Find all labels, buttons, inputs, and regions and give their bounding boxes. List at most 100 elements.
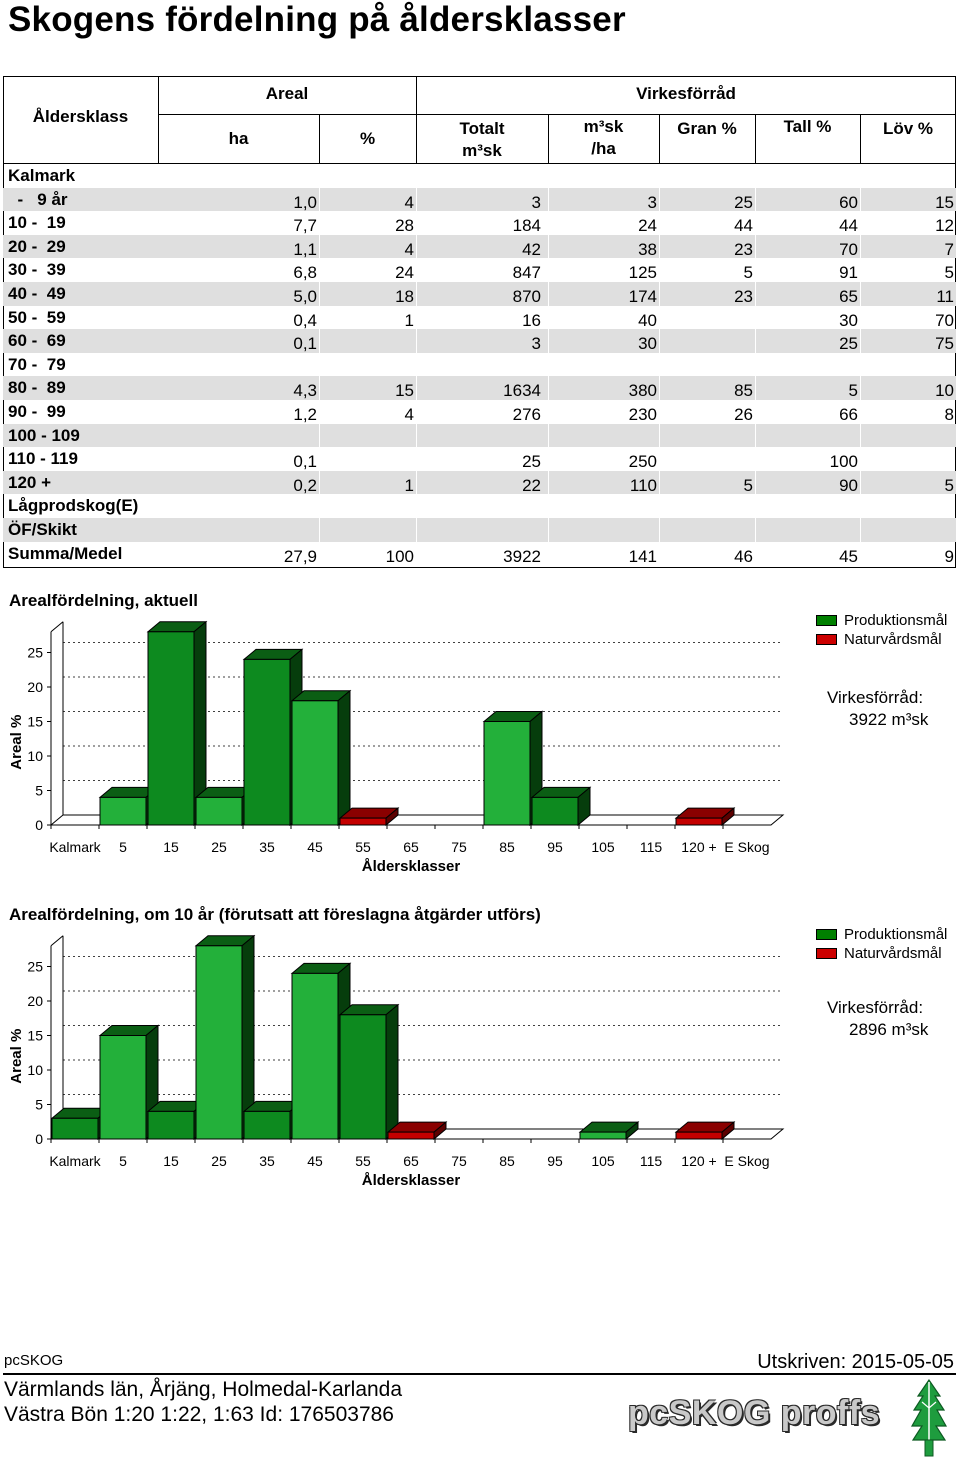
bar	[99, 1035, 147, 1140]
table-row: 90 - 99 1,2 4 276 230 26 66 8	[3, 400, 956, 424]
column-separator	[860, 234, 861, 259]
cell-lov: 5	[944, 263, 954, 283]
column-separator	[755, 329, 756, 353]
cell-tall: 45	[839, 546, 858, 566]
column-separator	[416, 234, 417, 259]
cell-ha: 0,1	[293, 452, 317, 472]
row-label: 10 - 19	[8, 213, 66, 233]
cell-tall: 66	[839, 405, 858, 424]
bar-side	[385, 1003, 399, 1141]
y-axis-label: Areal %	[8, 1029, 25, 1084]
column-separator	[416, 518, 417, 542]
cell-tall: 90	[839, 475, 858, 495]
cell-ha: 27,9	[283, 546, 317, 566]
cell-gran: 25	[734, 192, 753, 212]
cell-tall: 30	[839, 310, 858, 330]
cell-ha: 5,0	[293, 287, 317, 306]
legend-label: Naturvårdsmål	[844, 631, 942, 648]
column-separator	[548, 518, 549, 542]
y-tick-label: 5	[35, 783, 43, 799]
column-separator	[319, 329, 320, 353]
cell-m3skha: 40	[638, 310, 657, 330]
legend-item: Produktionsmål	[816, 925, 947, 944]
cell-m3skha: 230	[628, 405, 657, 424]
column-separator	[319, 187, 320, 212]
column-separator	[319, 518, 320, 542]
cell-pct: 4	[404, 405, 414, 424]
cell-totalt: 870	[512, 287, 541, 306]
header-totalt-line2: m³sk	[462, 141, 502, 160]
x-tick-label: Kalmark	[49, 839, 101, 855]
bar	[387, 1131, 435, 1140]
column-separator	[416, 187, 417, 212]
cell-ha: 6,8	[293, 263, 317, 283]
column-separator	[319, 234, 320, 259]
cell-ha: 0,4	[293, 310, 317, 330]
table-summary-row: Summa/Medel 27,9 100 3922 141 46 45 9	[3, 542, 956, 566]
cell-ha: 7,7	[293, 216, 317, 236]
y-tick-label: 25	[27, 959, 43, 975]
cell-totalt: 3	[531, 334, 541, 354]
row-label: 120 +	[8, 472, 52, 492]
cell-totalt: 22	[522, 475, 541, 495]
cell-totalt: 3922	[503, 546, 541, 566]
cell-gran: 44	[734, 216, 753, 236]
bar	[99, 796, 147, 826]
x-tick-label: 120 +	[681, 839, 716, 855]
cell-m3skha: 380	[628, 381, 657, 401]
cell-tall: 44	[839, 216, 858, 236]
group-label: Kalmark	[8, 166, 76, 185]
row-label: 110 - 119	[8, 449, 78, 469]
table-row: 110 - 119 0,1 25 250 100	[3, 447, 956, 471]
cell-ha: 1,1	[293, 239, 317, 259]
header-m3skha-line2: /ha	[591, 139, 616, 158]
x-tick-label: 5	[119, 1153, 127, 1169]
x-tick-label: 85	[499, 839, 515, 855]
cell-gran: 85	[734, 381, 753, 401]
bar	[339, 1014, 387, 1140]
row-label: 40 - 49	[8, 284, 66, 303]
cell-m3skha: 141	[628, 546, 657, 566]
bar	[243, 658, 291, 826]
bar	[291, 700, 339, 826]
x-tick-label: 105	[591, 1153, 615, 1169]
row-label: ÖF/Skikt	[8, 520, 77, 539]
legend-label: Produktionsmål	[844, 612, 948, 629]
table-row: 70 - 79	[3, 353, 956, 377]
table-row: 20 - 29 1,1 4 42 38 23 70 7	[3, 234, 956, 259]
row-label: 60 - 69	[8, 331, 66, 351]
chart2-legend: Produktionsmål Naturvårdsmål	[816, 925, 947, 963]
cell-pct: 1	[404, 475, 414, 495]
column-separator	[860, 376, 861, 400]
y-tick-label: 15	[27, 714, 43, 730]
cell-m3skha: 3	[647, 192, 657, 212]
x-tick-label: 25	[211, 1153, 227, 1169]
table-group-row: Kalmark	[3, 164, 956, 188]
table-row: 40 - 49 5,0 18 870 174 23 65 11	[3, 282, 956, 306]
x-tick-label: 5	[119, 839, 127, 855]
stock-label: Virkesförråd:	[827, 688, 924, 707]
cell-tall: 25	[839, 334, 858, 354]
x-tick-label: 75	[451, 839, 467, 855]
legend-label: Naturvårdsmål	[844, 945, 942, 962]
cell-gran: 23	[734, 239, 753, 259]
y-tick-label: 25	[27, 645, 43, 661]
chart1-stock: Virkesförråd: 3922 m³sk	[827, 687, 928, 731]
header-m3skha: m³sk /ha	[548, 116, 659, 160]
bar	[195, 945, 243, 1140]
column-separator	[548, 376, 549, 400]
bar	[291, 972, 339, 1140]
legend-swatch-red	[816, 948, 837, 959]
column-separator	[416, 329, 417, 353]
x-tick-label: Kalmark	[49, 1153, 101, 1169]
header-aldersklass: Åldersklass	[32, 107, 129, 126]
x-tick-label: 55	[355, 839, 371, 855]
cell-totalt: 847	[512, 263, 541, 283]
x-tick-label: 120 +	[681, 1153, 716, 1169]
x-tick-label: 75	[451, 1153, 467, 1169]
x-tick-label: 65	[403, 839, 419, 855]
legend-item: Naturvårdsmål	[816, 630, 947, 649]
tree-logo-icon	[910, 1378, 948, 1457]
table-row: 120 + 0,2 1 22 110 5 90 5	[3, 470, 956, 495]
cell-totalt: 184	[512, 216, 541, 236]
